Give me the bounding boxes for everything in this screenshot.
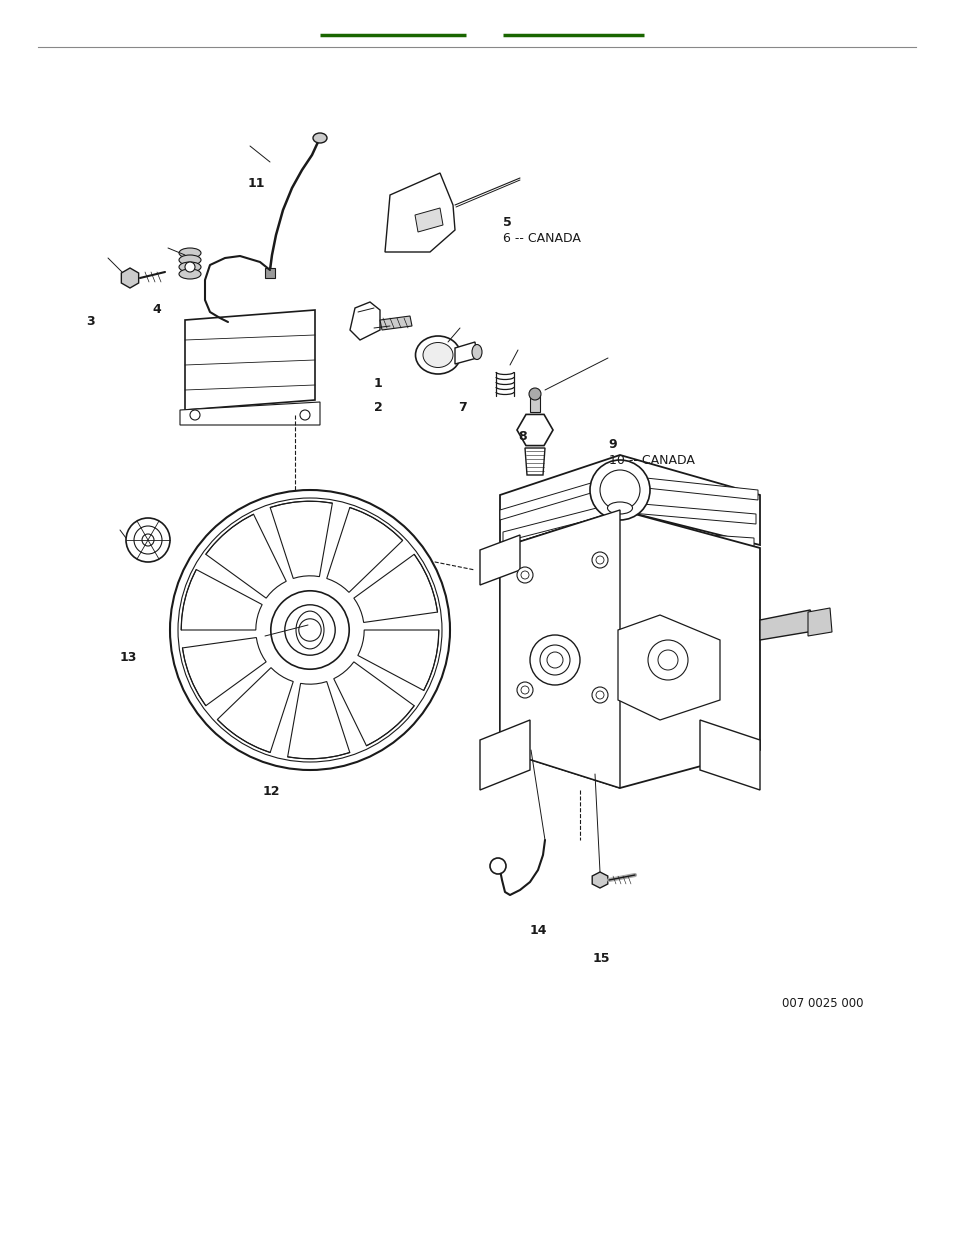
Text: 2: 2: [374, 401, 382, 415]
Circle shape: [490, 858, 505, 874]
Polygon shape: [509, 556, 751, 585]
Text: 13: 13: [119, 651, 136, 664]
Polygon shape: [265, 268, 274, 278]
Circle shape: [299, 410, 310, 420]
Circle shape: [170, 490, 450, 769]
Polygon shape: [206, 514, 286, 598]
Polygon shape: [455, 342, 476, 364]
Polygon shape: [592, 872, 607, 888]
Polygon shape: [512, 583, 749, 608]
Text: 7: 7: [457, 401, 466, 415]
Polygon shape: [350, 303, 379, 340]
Polygon shape: [185, 310, 314, 410]
Ellipse shape: [472, 345, 481, 359]
Ellipse shape: [313, 133, 327, 143]
Circle shape: [546, 652, 562, 668]
Text: 9: 9: [608, 438, 617, 452]
Circle shape: [647, 640, 687, 680]
Ellipse shape: [607, 501, 632, 514]
Polygon shape: [288, 682, 350, 758]
Text: 3: 3: [86, 315, 94, 329]
Text: 5: 5: [502, 216, 511, 230]
Circle shape: [596, 556, 603, 564]
Text: 10 -- CANADA: 10 -- CANADA: [608, 454, 694, 468]
Polygon shape: [700, 720, 760, 790]
Circle shape: [517, 567, 533, 583]
Circle shape: [520, 685, 529, 694]
Polygon shape: [499, 510, 619, 788]
Polygon shape: [530, 395, 539, 412]
Ellipse shape: [179, 262, 201, 272]
Polygon shape: [502, 501, 755, 542]
Polygon shape: [354, 555, 437, 622]
Text: 15: 15: [592, 952, 609, 966]
Circle shape: [539, 645, 569, 676]
Polygon shape: [517, 415, 553, 446]
Ellipse shape: [416, 336, 460, 374]
Circle shape: [517, 682, 533, 698]
Ellipse shape: [179, 254, 201, 266]
Polygon shape: [327, 508, 402, 593]
Circle shape: [178, 498, 441, 762]
Polygon shape: [357, 630, 438, 690]
Circle shape: [185, 262, 194, 272]
Circle shape: [126, 517, 170, 562]
Circle shape: [520, 571, 529, 579]
Polygon shape: [270, 501, 332, 578]
Text: 1: 1: [374, 377, 382, 390]
Circle shape: [285, 605, 335, 656]
Polygon shape: [334, 662, 414, 746]
Polygon shape: [499, 475, 758, 520]
Text: 12: 12: [262, 785, 279, 799]
Circle shape: [271, 590, 349, 669]
Polygon shape: [379, 316, 412, 330]
Polygon shape: [499, 510, 760, 788]
Circle shape: [190, 410, 200, 420]
Ellipse shape: [179, 248, 201, 258]
Circle shape: [298, 619, 321, 641]
Circle shape: [658, 650, 678, 671]
Polygon shape: [760, 610, 820, 640]
Text: 4: 4: [152, 303, 161, 316]
Text: 8: 8: [517, 430, 526, 443]
Circle shape: [529, 388, 540, 400]
Circle shape: [592, 552, 607, 568]
Polygon shape: [499, 454, 760, 548]
Text: 14: 14: [529, 924, 546, 937]
Polygon shape: [807, 608, 831, 636]
Polygon shape: [180, 403, 319, 425]
Ellipse shape: [422, 342, 453, 368]
Polygon shape: [385, 173, 455, 252]
Circle shape: [589, 459, 649, 520]
Polygon shape: [217, 668, 293, 752]
Circle shape: [599, 471, 639, 510]
Polygon shape: [181, 569, 262, 630]
Polygon shape: [479, 535, 519, 585]
Polygon shape: [182, 637, 266, 705]
Polygon shape: [505, 529, 753, 564]
Text: 6 -- CANADA: 6 -- CANADA: [502, 232, 580, 246]
Polygon shape: [479, 720, 530, 790]
Circle shape: [592, 687, 607, 703]
Circle shape: [133, 526, 162, 555]
Polygon shape: [415, 207, 442, 232]
Circle shape: [530, 635, 579, 685]
Polygon shape: [618, 615, 720, 720]
Polygon shape: [524, 448, 544, 475]
Circle shape: [142, 534, 153, 546]
Ellipse shape: [295, 611, 324, 648]
Text: 007 0025 000: 007 0025 000: [781, 997, 862, 1010]
Circle shape: [596, 692, 603, 699]
Polygon shape: [121, 268, 138, 288]
Text: 11: 11: [248, 177, 265, 190]
Ellipse shape: [179, 269, 201, 279]
